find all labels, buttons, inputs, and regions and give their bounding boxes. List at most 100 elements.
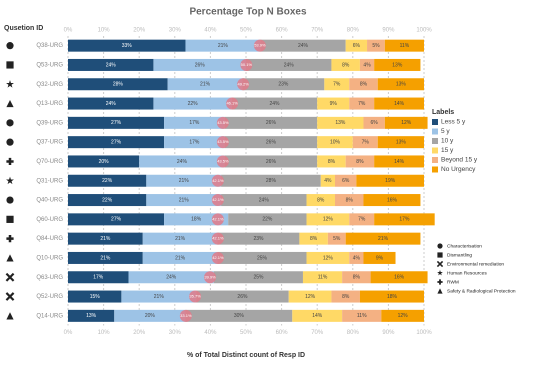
bar-segment [68,251,143,264]
bar-segment [142,232,218,245]
bar-segment [363,251,396,264]
bar-segment [367,39,385,52]
bar-segment [331,290,360,303]
y-tick-label: Q13-URG [36,101,63,107]
legend-label: No Urgency [441,166,476,173]
bar-segment [142,251,218,264]
bar-segment [349,78,378,91]
bar-label: 23% [253,236,264,242]
bar-segment [164,136,225,149]
bar-segment [68,232,143,245]
legend-label: 5 y [441,128,450,135]
x-tick-label: 90% [382,330,395,336]
marker [189,290,202,303]
bar-label: 18% [387,294,398,300]
bar-label: 26% [266,159,277,165]
bar-label: 12% [305,294,316,300]
bar-label: 6% [371,120,379,126]
bar-label: 6% [342,178,350,184]
bar-segment [114,309,186,322]
bar-segment [306,251,350,264]
legend-title: Labels [432,109,454,116]
bar-label: 14% [394,159,405,165]
x-tick-label: 40% [204,330,217,336]
bar-segment [342,271,371,284]
bar-segment [68,58,154,71]
bar-label: 9% [376,255,384,261]
bar-label: 12% [323,255,334,261]
bar-label: 14% [312,313,323,319]
bar-segment [345,155,375,168]
x-axis-title: % of Total Distinct count of Resp ID [187,352,305,359]
bar-segment [381,309,424,322]
marker-label: 53.9% [254,43,266,48]
row-icon [6,254,14,262]
x-tick-label-top: 60% [276,28,289,34]
x-tick-label-top: 100% [416,28,432,34]
bar-label: 13% [396,139,407,145]
bar-label: 21% [378,236,389,242]
bar-segment [153,58,246,71]
bar-label: 30% [234,313,245,319]
x-tick-label: 70% [311,330,324,336]
marker-label: 39.9% [204,274,216,279]
group-legend-label: Environmental remediation [447,261,504,267]
bar-label: 24% [106,62,117,68]
bar-label: 8% [346,197,354,203]
bar-segment [146,194,222,207]
bar-segment [370,271,428,284]
bar-segment [331,58,360,71]
legend-label: 10 y [441,138,454,145]
bar-label: 25% [253,275,264,281]
y-tick-label: Q84-URG [36,236,63,242]
bar-label: 26% [195,62,206,68]
legend-swatch [432,166,438,173]
bar-segment [68,309,115,322]
bar-segment [221,174,321,187]
bar-segment [342,309,382,322]
bar-label: 12% [401,120,412,126]
marker-label: 42.1% [212,236,224,241]
bar-label: 26% [266,139,277,145]
bar-label: 24% [166,275,177,281]
bar-segment [317,116,364,129]
row-icon [6,138,14,146]
bar-label: 9% [330,101,338,107]
bar-label: 23% [278,82,289,88]
bar-label: 16% [387,197,398,203]
marker [179,309,192,322]
marker [211,213,224,226]
bar-label: 16% [394,275,405,281]
marker [211,251,224,264]
marker [211,232,224,245]
x-tick-label-top: 50% [240,28,253,34]
bar-segment [153,97,232,110]
marker [240,58,253,71]
bar-label: 11% [400,43,410,49]
chart-title: Percentage Top N Boxes [189,7,307,18]
bar-segment [231,97,318,110]
row-icon [6,312,14,320]
bar-segment [299,232,328,245]
bar-segment [306,194,335,207]
x-tick-label-top: 20% [133,28,146,34]
marker-label: 43.5% [217,120,229,125]
bar-segment [327,232,346,245]
marker-label: 33.1% [180,313,192,318]
y-tick-label: Q53-URG [36,63,63,69]
x-tick-label: 10% [98,330,111,336]
x-tick-label-top: 30% [169,28,182,34]
bar-segment [217,251,307,264]
bar-segment [356,174,424,187]
bar-segment [377,136,424,149]
marker [216,136,229,149]
bar-label: 8% [317,197,325,203]
y-tick-label: Q14-URG [36,313,63,319]
bar-label: 18% [191,217,202,223]
bar-label: 13% [86,313,97,319]
bar-segment [320,174,335,187]
x-tick-label-top: 80% [347,28,360,34]
bar-label: 28% [113,82,124,88]
bar-segment [306,213,350,226]
